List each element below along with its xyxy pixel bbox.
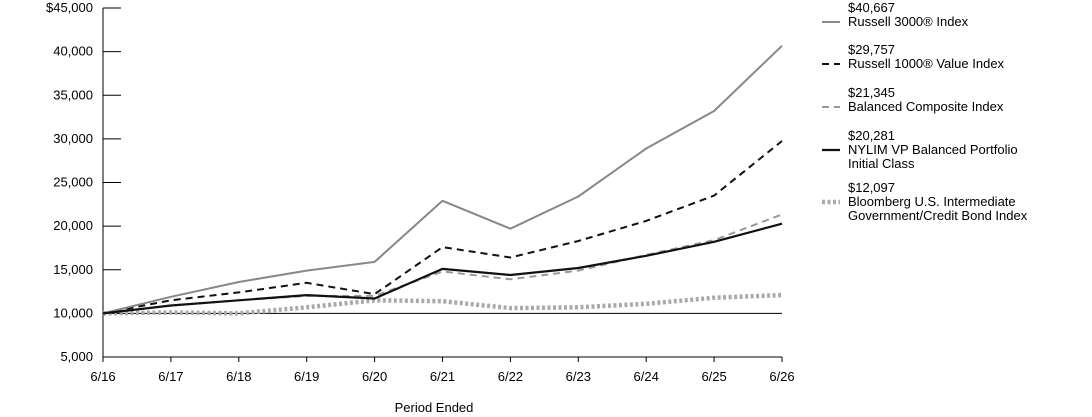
legend-series-name: Bloomberg U.S. Intermediate xyxy=(848,194,1016,209)
series-line xyxy=(102,292,783,316)
series-line xyxy=(102,140,783,315)
legend-value-label: $20,281 xyxy=(848,128,895,143)
y-tick-label: 25,000 xyxy=(53,175,93,190)
legend-series-name: Russell 1000® Value Index xyxy=(848,56,1005,71)
legend-series-name: NYLIM VP Balanced Portfolio xyxy=(848,142,1018,157)
x-tick-label: 6/16 xyxy=(90,369,115,384)
legend-series-name: Initial Class xyxy=(848,156,915,171)
x-tick-label: 6/24 xyxy=(634,369,659,384)
x-tick-label: 6/17 xyxy=(158,369,183,384)
legend-series-name: Balanced Composite Index xyxy=(848,99,1004,114)
x-tick-label: 6/22 xyxy=(498,369,523,384)
y-tick-label: $45,000 xyxy=(46,0,93,15)
legend-value-label: $12,097 xyxy=(848,180,895,195)
y-tick-label: 15,000 xyxy=(53,262,93,277)
y-tick-label: 30,000 xyxy=(53,131,93,146)
x-tick-label: 6/18 xyxy=(226,369,251,384)
x-tick-label: 6/25 xyxy=(701,369,726,384)
legend-value-label: $40,667 xyxy=(848,0,895,15)
y-tick-label: 35,000 xyxy=(53,87,93,102)
x-tick-label: 6/21 xyxy=(430,369,455,384)
series-line xyxy=(102,45,783,315)
chart-axes: 5,000 10,000 15,000 20,000 25,000 30,000 35,00… xyxy=(46,0,795,384)
legend-value-label: $21,345 xyxy=(848,85,895,100)
y-tick-label: 10,000 xyxy=(53,305,93,320)
x-tick-label: 6/23 xyxy=(566,369,591,384)
legend-series-name: Government/Credit Bond Index xyxy=(848,208,1028,223)
x-tick-label: 6/19 xyxy=(294,369,319,384)
y-tick-label: 5,000 xyxy=(60,349,93,364)
series-lines xyxy=(102,45,783,316)
legend-series-name: Russell 3000® Index xyxy=(848,14,969,29)
series-line xyxy=(102,222,783,315)
x-axis-title: Period Ended xyxy=(395,400,474,415)
legend-value-label: $29,757 xyxy=(848,42,895,57)
x-tick-label: 6/26 xyxy=(769,369,794,384)
x-tick-label: 6/20 xyxy=(362,369,387,384)
y-tick-label: 40,000 xyxy=(53,44,93,59)
y-tick-label: 20,000 xyxy=(53,218,93,233)
